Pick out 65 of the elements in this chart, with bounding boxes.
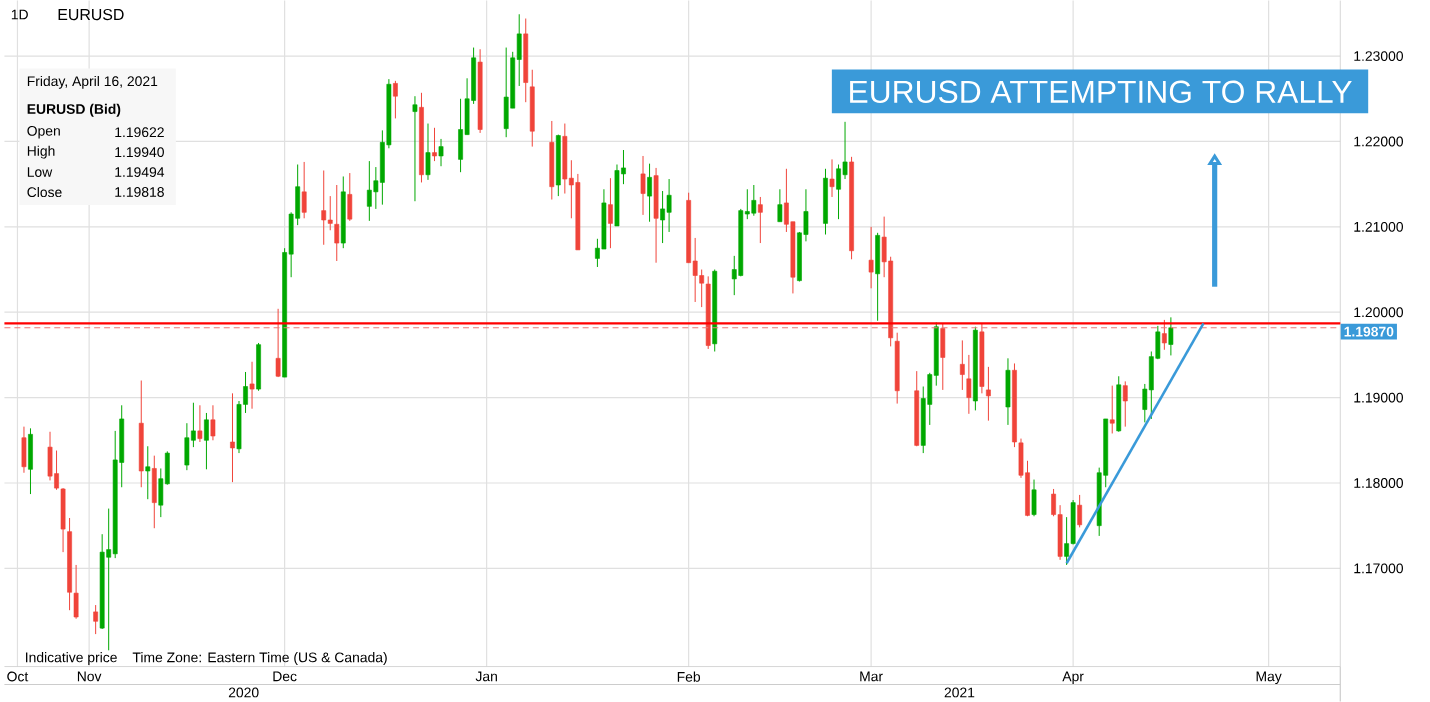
candlestick: [432, 127, 437, 162]
x-tick-label: Mar: [860, 671, 883, 682]
candlestick: [438, 138, 444, 167]
x-tick-label: Apr: [1062, 671, 1084, 685]
candlestick: [321, 169, 327, 246]
candlestick: [986, 366, 991, 422]
annotation: Low: [27, 167, 53, 177]
annotation: Time Zone: Eastern Time (US & Canada): [132, 652, 387, 666]
x-tick-label: Nov: [77, 671, 102, 682]
annotation: EURUSD ATTEMPTING TO RALLY: [850, 80, 1352, 104]
y-tick-label: 1.23000: [1354, 51, 1404, 61]
candlestick: [1109, 385, 1115, 434]
candlestick: [757, 196, 763, 244]
candlestick: [301, 161, 307, 219]
candlestick: [93, 604, 99, 635]
annotation: Open: [27, 125, 60, 139]
candlestick: [412, 95, 418, 202]
candlestick: [1161, 319, 1167, 351]
text: 2020: [228, 687, 259, 698]
x-tick-label: Dec: [273, 671, 297, 682]
candlestick: [210, 404, 216, 441]
x-tick-label: Jan: [475, 671, 497, 682]
candlestick: [966, 354, 972, 415]
annotation: 1.19940: [115, 147, 164, 158]
x-tick-label: Feb: [677, 671, 701, 682]
y-tick-label: 1.18000: [1354, 478, 1404, 488]
candlestick: [777, 188, 783, 223]
ref-line-label: 1.19870: [1344, 326, 1394, 337]
candlestick: [393, 80, 398, 119]
annotation: Indicative price: [26, 652, 117, 666]
candlestick: [829, 158, 835, 198]
candlestick: [640, 155, 646, 216]
candlestick: [275, 308, 281, 378]
chart-title: EURUSD: [58, 8, 124, 21]
candlestick: [204, 412, 209, 470]
candlestick: [327, 195, 333, 231]
x-tick-label: May: [1256, 671, 1282, 685]
candlestick: [425, 123, 431, 181]
text: 2021: [944, 687, 975, 698]
candlestick: [230, 392, 235, 483]
candlestick: [608, 177, 613, 249]
candlestick: [868, 226, 874, 289]
candlestick: [249, 361, 255, 410]
y-tick-label: 1.19000: [1354, 392, 1404, 403]
annotation: Close: [27, 186, 62, 198]
annotation: EURUSD (Bid): [27, 103, 121, 117]
candlestick: [197, 404, 203, 443]
annotation: 1D: [11, 9, 28, 20]
annotation: Friday, April 16, 2021: [27, 75, 158, 89]
candlestick: [334, 184, 340, 262]
annotation: 1.19622: [115, 127, 164, 138]
x-tick-label: Oct: [7, 671, 29, 682]
candlestick: [1168, 316, 1174, 356]
annotation: High: [27, 145, 55, 159]
candlestick: [959, 339, 965, 391]
candlestick: [647, 163, 652, 223]
y-tick-label: 1.20000: [1354, 307, 1404, 318]
candlestick: [1077, 494, 1083, 528]
annotation: 1.19494: [115, 167, 165, 177]
annotation: 1.19818: [115, 187, 164, 197]
y-tick-label: 1.21000: [1354, 221, 1404, 232]
candlestick: [1122, 380, 1128, 428]
candlestick: [145, 445, 151, 500]
y-tick-label: 1.17000: [1354, 563, 1404, 574]
y-tick-label: 1.22000: [1354, 136, 1404, 147]
